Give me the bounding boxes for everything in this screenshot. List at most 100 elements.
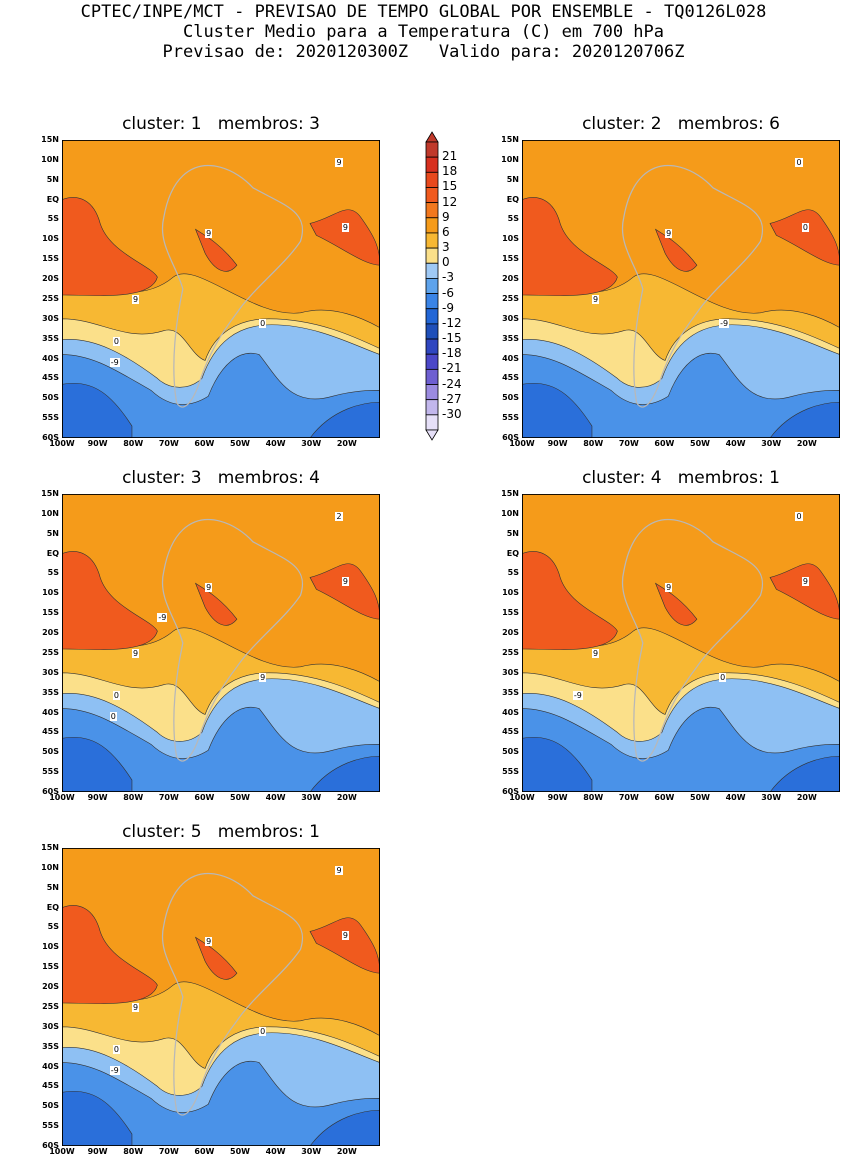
latitude-label: 10S <box>42 588 59 598</box>
longitude-label: 30W <box>301 439 322 448</box>
latitude-label: 15N <box>501 489 519 498</box>
colorbar-swatch <box>425 384 439 401</box>
latitude-label: 60S <box>42 433 59 442</box>
colorbar-level-label: 9 <box>442 209 450 224</box>
longitude-label: 60W <box>194 1147 215 1156</box>
longitude-label: 30W <box>761 439 782 448</box>
forecast-map-1 <box>62 140 380 438</box>
latitude-label: 25S <box>502 647 519 657</box>
latitude-label: 35S <box>42 687 59 697</box>
longitude-label: 50W <box>230 439 250 448</box>
longitude-label: 100W <box>49 439 75 448</box>
contour-label: 9 <box>591 294 600 304</box>
latitude-label: 20S <box>502 274 519 284</box>
longitude-label: 50W <box>230 793 250 802</box>
longitude-label: 70W <box>618 439 639 448</box>
latitude-label: 40S <box>502 707 519 717</box>
contour-label: 9 <box>341 931 349 941</box>
longitude-label: 80W <box>583 793 604 802</box>
continent-outline <box>621 519 763 762</box>
contour-label: 9 <box>341 223 349 233</box>
contour-label: 9 <box>335 157 343 167</box>
latitude-label: 20S <box>502 628 519 638</box>
contour-label: -9 <box>109 357 120 367</box>
latitude-label: 40S <box>42 1061 59 1071</box>
panel-title: cluster: 4 membros: 1 <box>582 468 780 488</box>
contour-label: 0 <box>112 1044 120 1054</box>
latitude-label: 55S <box>502 413 519 423</box>
longitude-label: 70W <box>618 793 639 802</box>
longitude-label: 90W <box>87 439 108 448</box>
latitude-label: 50S <box>42 1101 59 1111</box>
longitude-label: 60W <box>194 439 215 448</box>
longitude-label: 20W <box>336 793 357 802</box>
latitude-label: 25S <box>502 293 519 303</box>
longitude-label: 20W <box>336 1147 357 1156</box>
colorbar-arrow-bottom <box>425 429 439 441</box>
contour-label: 0 <box>795 511 803 521</box>
longitude-label: 100W <box>509 793 535 802</box>
latitude-label: 10N <box>41 862 59 872</box>
contour-label: -9 <box>157 613 168 623</box>
colorbar-level-label: 0 <box>442 255 450 270</box>
latitude-label: 10N <box>501 154 519 164</box>
latitude-label: 5S <box>47 568 59 578</box>
latitude-label: 30S <box>42 1021 59 1031</box>
latitude-label: 60S <box>502 787 519 796</box>
contour-label: 0 <box>109 711 117 721</box>
contour-label: 0 <box>801 223 809 233</box>
latitude-label: 60S <box>42 1141 59 1150</box>
longitude-label: 20W <box>796 439 817 448</box>
temperature-band <box>769 563 840 620</box>
contour-label: -9 <box>719 318 730 328</box>
latitude-label: 5N <box>46 882 59 892</box>
latitude-label: 30S <box>42 313 59 323</box>
contour-label: 9 <box>131 1002 140 1012</box>
longitude-label: 90W <box>87 793 108 802</box>
latitude-label: 5S <box>507 568 519 578</box>
longitude-label: 40W <box>265 1147 286 1156</box>
latitude-label: 40S <box>42 353 59 363</box>
temperature-band <box>62 197 158 296</box>
colorbar-swatch <box>425 414 439 431</box>
latitude-label: 15S <box>42 254 59 264</box>
panel-title: cluster: 1 membros: 3 <box>122 114 320 134</box>
latitude-label: 15N <box>501 135 519 144</box>
colorbar <box>425 131 439 441</box>
latitude-label: 15S <box>502 254 519 264</box>
continent-outline <box>161 873 303 1116</box>
latitude-label: 30S <box>502 667 519 677</box>
latitude-label: 45S <box>502 373 519 383</box>
latitude-label: 10N <box>501 508 519 518</box>
contour-label: -9 <box>572 690 583 700</box>
longitude-label: 30W <box>761 793 782 802</box>
latitude-label: EQ <box>46 548 59 558</box>
latitude-label: 40S <box>42 707 59 717</box>
latitude-label: 10S <box>502 234 519 244</box>
temperature-band <box>309 209 380 266</box>
contour-label: 0 <box>112 690 120 700</box>
colorbar-swatch <box>425 293 439 310</box>
latitude-label: 25S <box>42 1001 59 1011</box>
colorbar-swatch <box>425 399 439 416</box>
longitude-label: 60W <box>654 793 675 802</box>
panel-title: cluster: 5 membros: 1 <box>122 822 320 842</box>
longitude-label: 30W <box>301 1147 322 1156</box>
forecast-map-3 <box>62 494 380 792</box>
longitude-label: 90W <box>87 1147 108 1156</box>
latitude-label: 60S <box>42 787 59 796</box>
latitude-label: 35S <box>42 333 59 343</box>
latitude-label: 5S <box>47 922 59 932</box>
latitude-label: 15N <box>41 135 59 144</box>
latitude-label: 15N <box>41 843 59 852</box>
colorbar-swatch <box>425 323 439 340</box>
colorbar-level-label: -24 <box>442 376 462 391</box>
colorbar-level-label: 3 <box>442 240 450 255</box>
latitude-label: 50S <box>502 747 519 757</box>
contour-label: 9 <box>131 294 140 304</box>
contour-label: 9 <box>801 577 809 587</box>
colorbar-level-label: -9 <box>442 300 454 315</box>
longitude-label: 20W <box>336 439 357 448</box>
longitude-label: 30W <box>301 793 322 802</box>
temperature-band <box>769 209 840 266</box>
